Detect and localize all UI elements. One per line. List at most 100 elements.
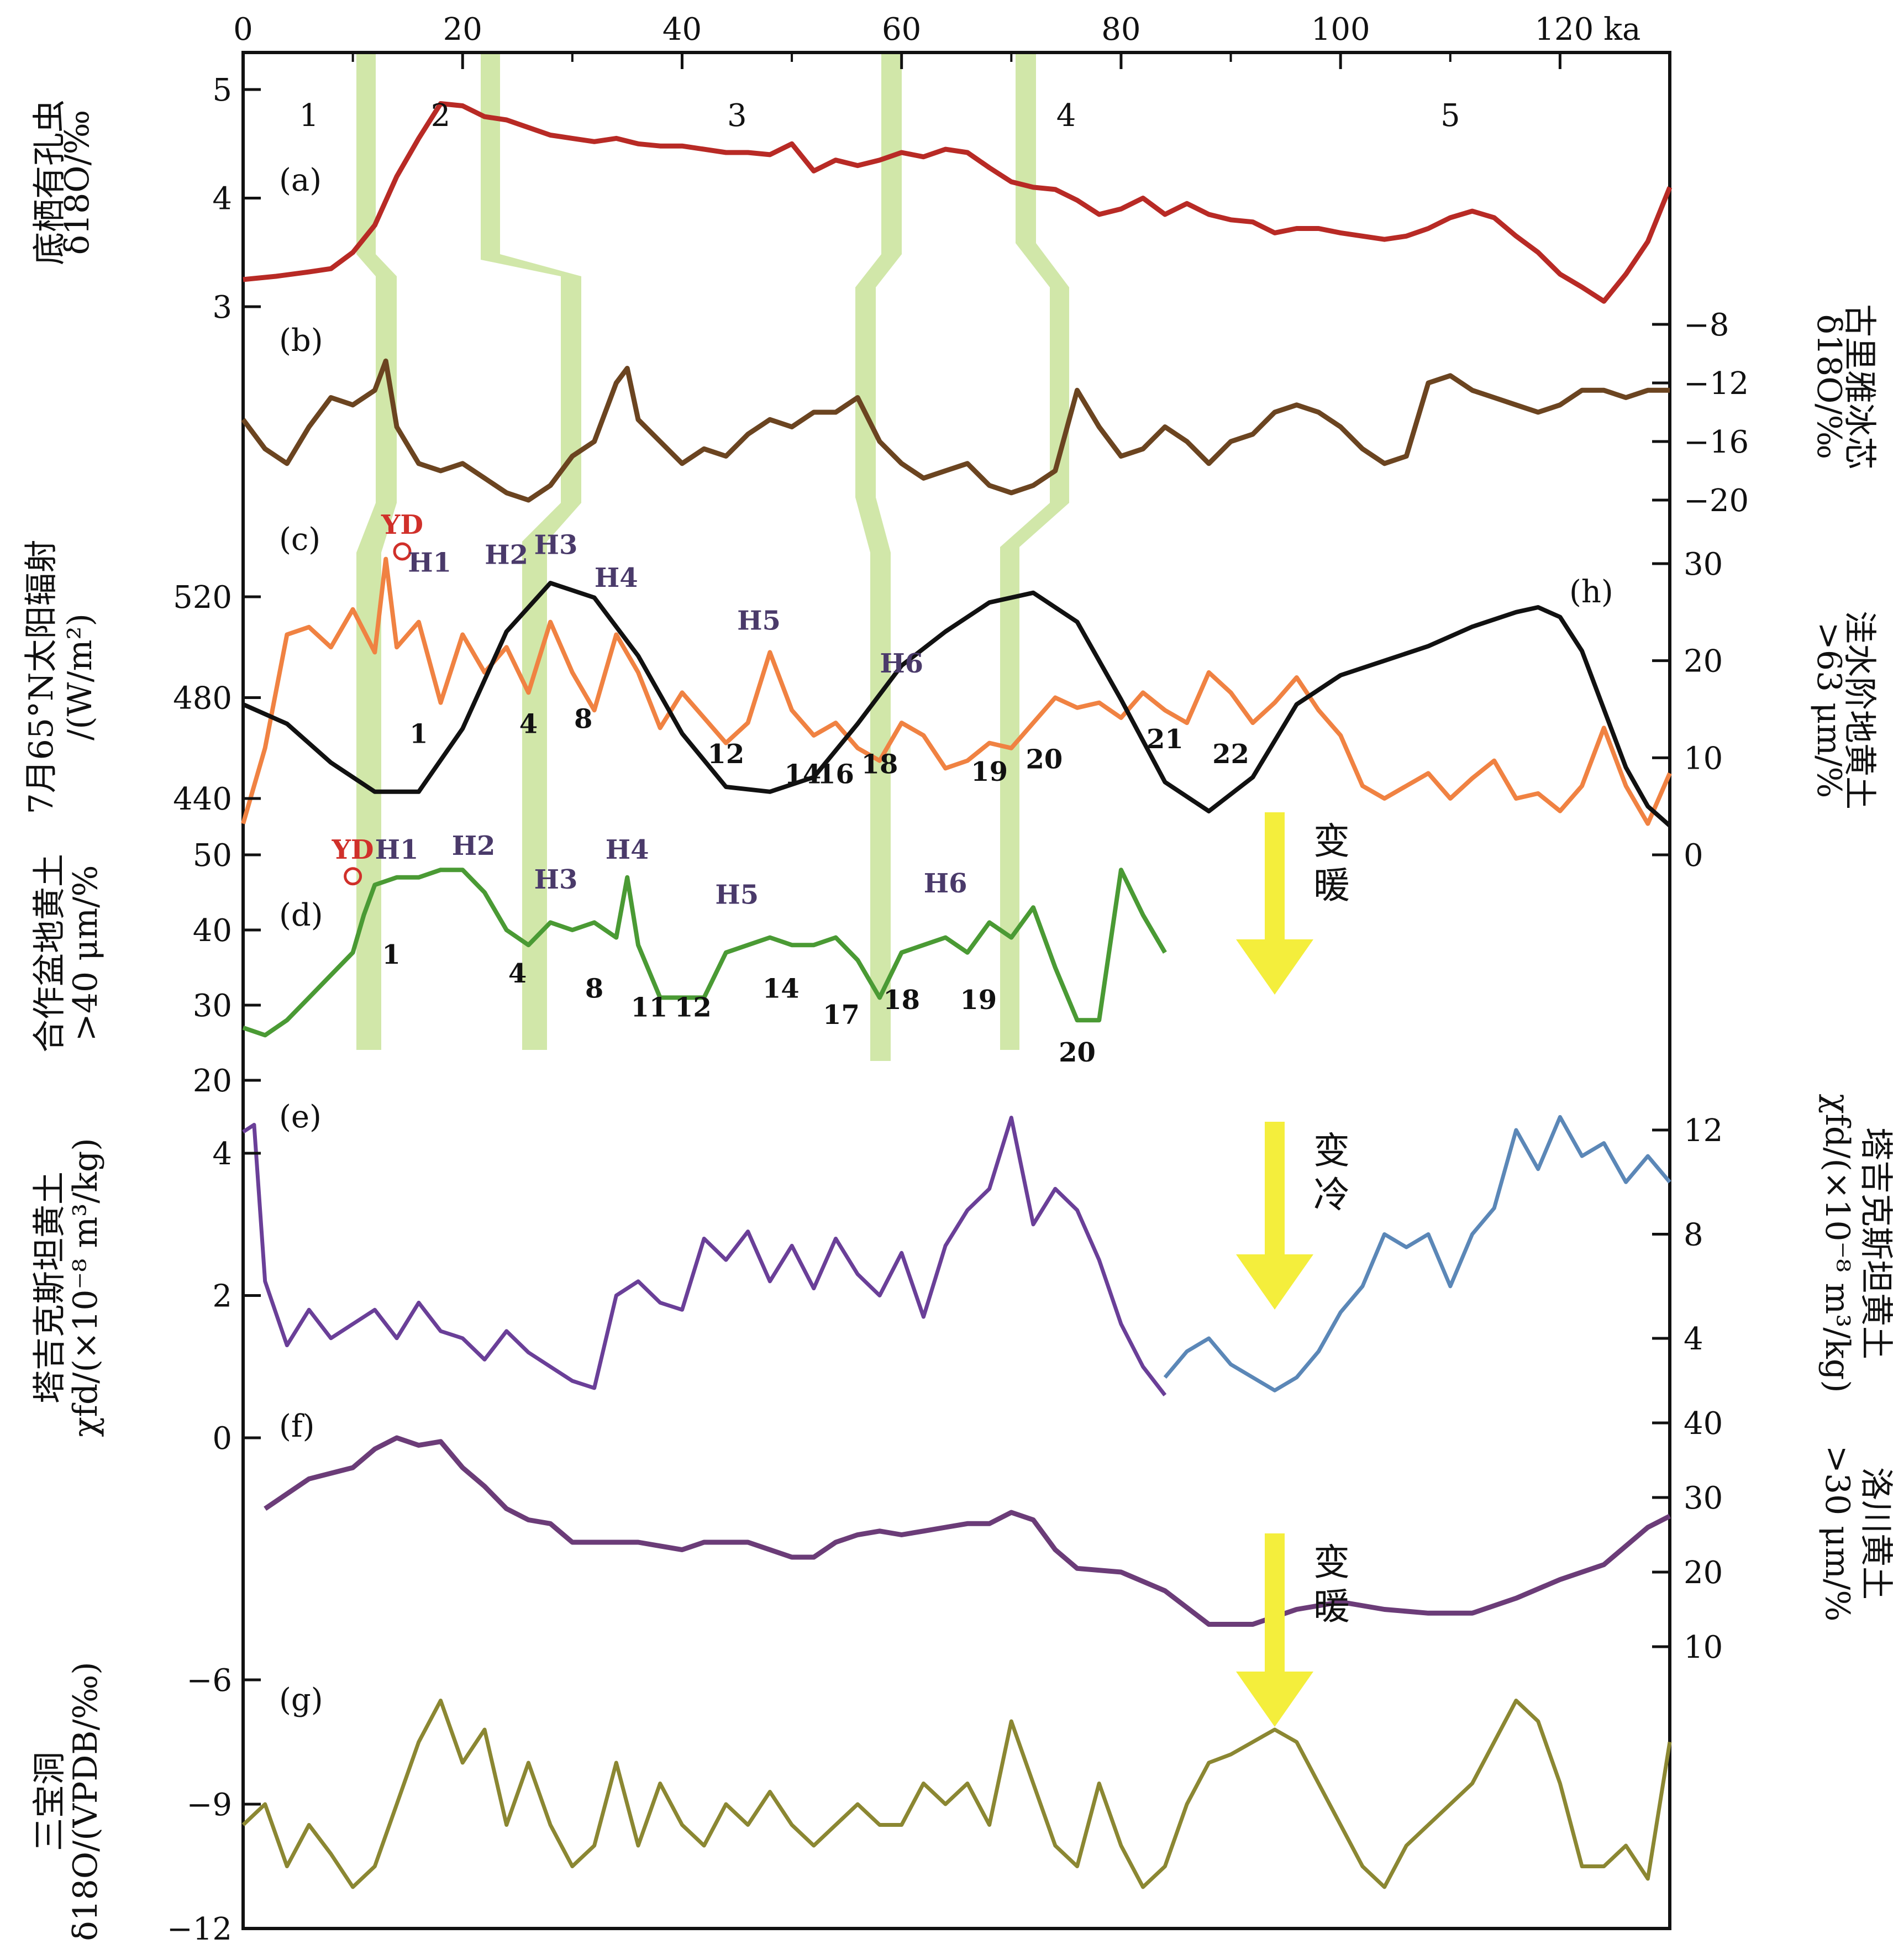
y-tick-label-g: −9 (186, 1787, 232, 1823)
annotation-d: 12 (675, 992, 712, 1023)
band-1 (356, 52, 397, 1050)
stage-label: 1 (299, 98, 319, 134)
annotation-c: YD (381, 509, 423, 540)
y-subtitle-a: δ18O/‰ (58, 110, 97, 255)
y-tick-label-f: 40 (1684, 1406, 1723, 1442)
series-g (241, 1699, 1672, 1889)
annotation-d: H4 (606, 834, 649, 865)
annotation-d: 20 (1059, 1037, 1096, 1068)
panel-label-e: (e) (279, 1099, 322, 1135)
annotation-c: 16 (817, 759, 854, 790)
trend-arrow-label: 暖 (1313, 1585, 1350, 1628)
series-a (243, 101, 1673, 304)
stage-label: 2 (431, 98, 451, 134)
y-subtitle-d: >40 μm/% (66, 865, 105, 1042)
annotation-c: 1 (409, 719, 428, 750)
correlation-bands (356, 52, 1069, 1061)
y-tick-label-f: 20 (1684, 1555, 1723, 1591)
band-2 (481, 52, 581, 1050)
y-tick-label-b: −8 (1684, 307, 1729, 343)
y-title-e2: 塔吉克斯坦黄土 (1857, 1127, 1893, 1359)
y-tick-label-g: −12 (167, 1911, 232, 1947)
y-tick-label-b: −16 (1684, 424, 1749, 460)
plot-frame (241, 51, 1671, 1930)
yd-marker (344, 867, 362, 886)
y-subtitle-e2: χfd/(×10⁻⁸ m³/kg) (1818, 1094, 1857, 1393)
annotation-c: H6 (880, 648, 923, 679)
y-tick-label-b: −12 (1684, 366, 1749, 402)
y-title-a: 底栖有孔虫 (30, 99, 69, 265)
x-tick-label: 20 (443, 12, 482, 48)
annotation-d: 8 (585, 973, 603, 1004)
y-title-c: 7月65°N太阳辐射 (22, 539, 61, 814)
annotation-c: H2 (485, 540, 528, 571)
y-tick-label-h: 30 (1684, 547, 1723, 582)
y-tick-label-d: 50 (193, 838, 232, 874)
annotation-c: 21 (1147, 724, 1184, 755)
y-tick-label-a: 3 (212, 290, 232, 325)
y-tick-label-e2: 12 (1684, 1113, 1723, 1149)
y-title-f: 洛川黄土 (1857, 1467, 1893, 1600)
y-tick-label-f: 30 (1684, 1480, 1723, 1516)
series-b (241, 358, 1670, 503)
annotation-c: 14 (785, 759, 822, 790)
y-tick-label-h: 20 (1684, 644, 1723, 680)
y-subtitle-b: δ18O/‰ (1810, 314, 1848, 459)
y-tick-label-b: −20 (1684, 483, 1749, 519)
y-tick-label-c: 480 (173, 681, 232, 717)
y-tick-label-c: 440 (173, 781, 232, 817)
panel-label-a: (a) (279, 162, 322, 198)
y-subtitle-c: /(W/m²) (61, 613, 99, 740)
stage-labels: 1 2 3 4 5 (299, 98, 1460, 134)
y-tick-label-d: 30 (193, 988, 232, 1024)
panel-label-f: (f) (279, 1409, 314, 1444)
y-tick-label-c: 520 (173, 580, 232, 616)
annotation-c: 8 (574, 703, 592, 734)
y-tick-label-a: 4 (212, 181, 232, 217)
trend-arrow-label: 变 (1313, 1129, 1350, 1172)
annotation-c: H4 (595, 563, 638, 593)
series-group (241, 101, 1673, 1889)
annotation-d: H3 (534, 864, 578, 895)
band-3 (855, 52, 902, 1061)
annotation-d: 17 (823, 1000, 860, 1031)
annotation-d: 4 (508, 958, 527, 989)
series-e2 (1163, 1115, 1671, 1393)
trend-arrow-label: 暖 (1313, 864, 1350, 907)
annotation-c: H5 (737, 605, 781, 636)
series-d (242, 868, 1167, 1038)
yd-marker (393, 542, 412, 561)
y-tick-label-g: −6 (186, 1663, 232, 1699)
annotation-d: H1 (375, 834, 419, 865)
y-tick-label-e: 0 (212, 1421, 232, 1457)
x-axis: 0 20 40 60 80 100 120 ka (233, 12, 1671, 69)
annotation-d: YD (332, 834, 374, 865)
y-tick-label-h: 10 (1684, 740, 1723, 776)
y-tick-label-e: 4 (212, 1136, 232, 1172)
y-title-d: 合作盆地黄土 (30, 854, 69, 1053)
y-subtitle-f: >30 μm/% (1818, 1446, 1857, 1622)
annotation-d: 1 (382, 939, 400, 970)
y-subtitle-e: χfd/(×10⁻⁸ m³/kg) (66, 1138, 105, 1437)
y-tick-label-d: 40 (193, 913, 232, 949)
y-tick-label-e2: 4 (1684, 1321, 1703, 1357)
y-tick-label-a: 5 (212, 72, 232, 108)
panel-label-c: (c) (279, 522, 320, 558)
x-tick-label: 60 (882, 12, 921, 48)
annotation-d: H6 (924, 868, 967, 899)
x-tick-label: 80 (1101, 12, 1140, 48)
trend-arrow-label: 变 (1313, 1541, 1350, 1584)
y-title-e: 塔吉克斯坦黄土 (30, 1171, 69, 1404)
panel-label-h: (h) (1569, 574, 1613, 610)
annotation-d: 11 (630, 992, 667, 1023)
x-tick-label: 120 ka (1534, 12, 1640, 48)
annotation-c: 19 (971, 756, 1008, 787)
annotation-d: 18 (883, 985, 920, 1016)
annotation-c: 22 (1212, 739, 1249, 770)
panel-label-d: (d) (279, 897, 323, 933)
annotation-d: H2 (452, 831, 496, 861)
